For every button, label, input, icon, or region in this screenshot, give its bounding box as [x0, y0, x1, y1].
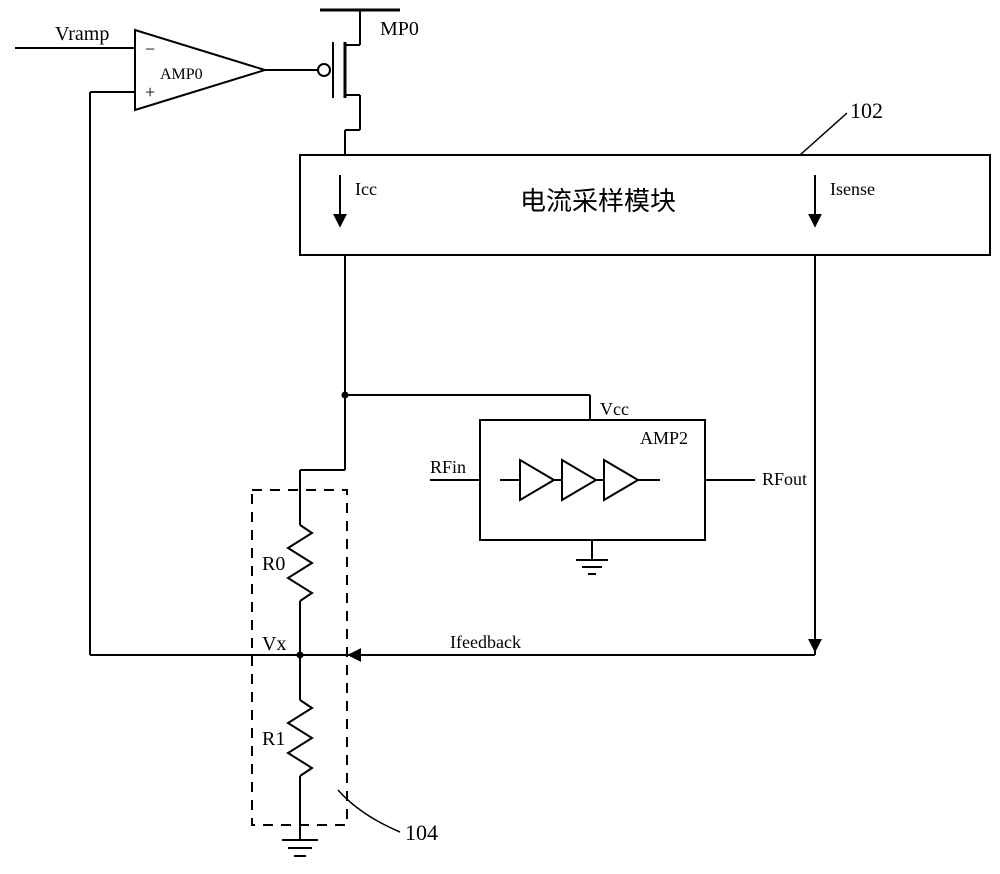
icc-label: Icc [355, 179, 377, 199]
r1-label: R1 [262, 728, 285, 750]
rfin-label: RFin [430, 457, 466, 477]
vramp-label: Vramp [55, 23, 109, 45]
amp0-minus: − [145, 39, 155, 59]
circuit-diagram: Vramp − + AMP0 MP0 电流采样模块 Icc [0, 0, 1000, 874]
r0-label: R0 [262, 553, 285, 575]
main-ground [282, 830, 318, 856]
amp0: − + AMP0 [135, 30, 265, 110]
ref-102: 102 [850, 98, 883, 123]
amp2-ground [576, 540, 608, 574]
r0-resistor [288, 510, 312, 655]
ref-104: 104 [405, 820, 438, 845]
leader-102 [800, 113, 847, 155]
mp0-label: MP0 [380, 18, 419, 40]
vcc-label: Vcc [600, 399, 629, 419]
amp0-plus: + [145, 82, 155, 102]
ifeedback-label: Ifeedback [450, 632, 521, 652]
module-title: 电流采样模块 [520, 187, 676, 216]
r1-resistor [288, 655, 312, 830]
vx-label: Vx [262, 633, 286, 655]
rfout-label: RFout [762, 469, 807, 489]
amp2-label: AMP2 [640, 428, 688, 448]
isense-label: Isense [830, 179, 875, 199]
amp0-label: AMP0 [160, 66, 203, 83]
